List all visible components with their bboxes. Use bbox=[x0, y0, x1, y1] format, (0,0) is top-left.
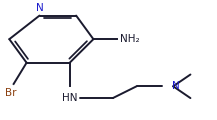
Text: N: N bbox=[36, 3, 43, 13]
Text: NH₂: NH₂ bbox=[120, 34, 140, 44]
Text: HN: HN bbox=[62, 93, 77, 103]
Text: Br: Br bbox=[5, 88, 16, 98]
Text: N: N bbox=[172, 81, 180, 91]
